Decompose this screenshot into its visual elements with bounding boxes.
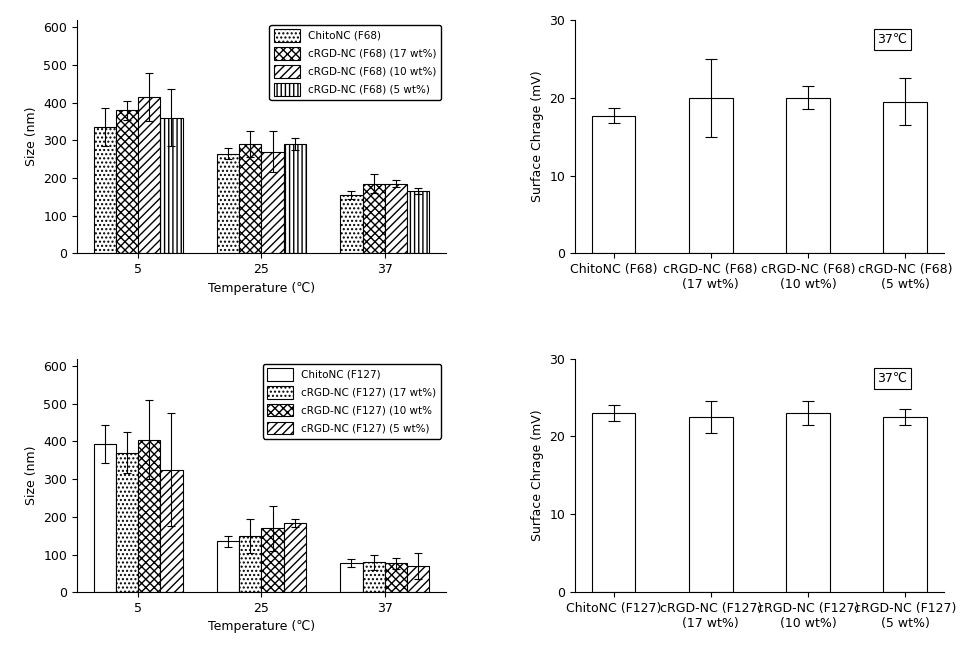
Bar — [384, 184, 407, 253]
Bar — [689, 97, 733, 253]
Bar — [689, 417, 733, 592]
Bar — [407, 566, 429, 592]
Bar — [883, 101, 927, 253]
X-axis label: Temperature (℃): Temperature (℃) — [208, 620, 315, 634]
Bar — [284, 144, 306, 253]
Bar — [93, 444, 116, 592]
Bar — [93, 127, 116, 253]
Bar — [261, 151, 284, 253]
Bar — [161, 470, 183, 592]
Bar — [362, 562, 384, 592]
Bar — [786, 413, 830, 592]
Bar — [340, 195, 362, 253]
Bar — [384, 563, 407, 592]
Bar — [261, 528, 284, 592]
Bar — [217, 153, 239, 253]
Y-axis label: Size (nm): Size (nm) — [25, 107, 38, 166]
Bar — [591, 116, 636, 253]
Legend: ChitoNC (F68), cRGD-NC (F68) (17 wt%), cRGD-NC (F68) (10 wt%), cRGD-NC (F68) (5 : ChitoNC (F68), cRGD-NC (F68) (17 wt%), c… — [270, 25, 441, 100]
Bar — [239, 536, 261, 592]
Text: 37℃: 37℃ — [877, 372, 907, 385]
Bar — [786, 97, 830, 253]
Bar — [138, 440, 161, 592]
Bar — [116, 453, 138, 592]
Bar — [407, 191, 429, 253]
Y-axis label: Surface Chrage (mV): Surface Chrage (mV) — [531, 71, 544, 203]
Bar — [340, 563, 362, 592]
Bar — [284, 523, 306, 592]
Bar — [116, 110, 138, 253]
X-axis label: Temperature (℃): Temperature (℃) — [208, 282, 315, 295]
Text: 37℃: 37℃ — [877, 33, 907, 46]
Bar — [591, 413, 636, 592]
Bar — [883, 417, 927, 592]
Bar — [362, 184, 384, 253]
Y-axis label: Size (nm): Size (nm) — [25, 445, 38, 505]
Bar — [217, 542, 239, 592]
Bar — [138, 97, 161, 253]
Legend: ChitoNC (F127), cRGD-NC (F127) (17 wt%), cRGD-NC (F127) (10 wt%, cRGD-NC (F127) : ChitoNC (F127), cRGD-NC (F127) (17 wt%),… — [263, 364, 441, 438]
Y-axis label: Surface Chrage (mV): Surface Chrage (mV) — [531, 409, 544, 541]
Bar — [161, 118, 183, 253]
Bar — [239, 144, 261, 253]
